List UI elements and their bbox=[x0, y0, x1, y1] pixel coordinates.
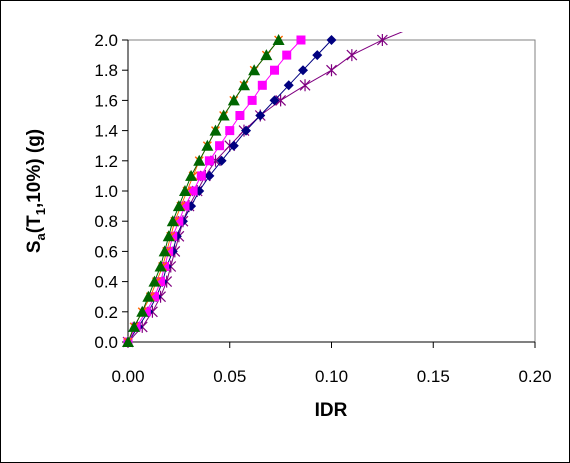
data-point bbox=[204, 170, 215, 181]
data-point bbox=[326, 35, 337, 45]
y-tick-label: 1.8 bbox=[94, 61, 118, 80]
y-tick-label: 1.4 bbox=[94, 122, 118, 141]
data-point bbox=[283, 80, 294, 91]
data-point bbox=[269, 95, 280, 106]
data-point bbox=[178, 185, 191, 196]
data-point bbox=[225, 126, 235, 136]
data-point bbox=[149, 292, 159, 302]
data-point bbox=[270, 65, 280, 75]
y-tick-label: 0.0 bbox=[94, 333, 118, 352]
data-point bbox=[128, 320, 141, 332]
data-point bbox=[282, 50, 292, 60]
data-point bbox=[196, 171, 206, 181]
data-point bbox=[215, 141, 225, 151]
y-tick-label: 1.0 bbox=[94, 182, 118, 201]
data-point bbox=[257, 80, 267, 90]
data-point bbox=[299, 79, 311, 92]
data-point bbox=[326, 64, 337, 77]
data-point bbox=[248, 64, 261, 76]
y-axis-title: Sa(T1,10%) (g) bbox=[24, 129, 48, 253]
data-point bbox=[166, 215, 179, 227]
data-point bbox=[174, 216, 184, 226]
data-point bbox=[201, 139, 214, 151]
data-point bbox=[122, 336, 134, 347]
data-point bbox=[260, 49, 273, 61]
series-layer bbox=[122, 32, 404, 348]
data-point bbox=[296, 35, 306, 45]
data-point bbox=[209, 124, 222, 136]
data-point bbox=[241, 125, 252, 136]
x-tick-label: 0.00 bbox=[111, 367, 144, 386]
x-tick-label: 0.15 bbox=[417, 367, 450, 386]
data-point bbox=[217, 109, 230, 121]
data-point bbox=[160, 262, 170, 271]
data-point bbox=[216, 155, 227, 166]
data-point bbox=[154, 260, 167, 272]
data-point bbox=[193, 154, 206, 166]
data-point bbox=[162, 230, 175, 242]
y-tick-label: 0.2 bbox=[94, 303, 118, 322]
data-point bbox=[188, 186, 198, 196]
data-point bbox=[376, 34, 388, 46]
x-tick-label: 0.20 bbox=[518, 367, 551, 386]
y-tick-label: 0.6 bbox=[94, 242, 118, 261]
data-point bbox=[141, 307, 151, 317]
y-tick-label: 1.2 bbox=[94, 152, 118, 171]
data-point bbox=[168, 231, 178, 241]
x-axis-title: IDR bbox=[315, 400, 348, 421]
data-point bbox=[235, 111, 245, 120]
data-point bbox=[228, 140, 239, 151]
data-point bbox=[148, 275, 161, 287]
series-triangle bbox=[122, 34, 285, 347]
y-tick-label: 0.4 bbox=[94, 273, 118, 292]
data-point bbox=[237, 79, 250, 91]
x-tick-label: 0.10 bbox=[315, 367, 348, 386]
y-tick-label: 0.8 bbox=[94, 212, 118, 231]
data-point bbox=[156, 277, 166, 287]
data-point bbox=[180, 201, 190, 211]
data-point bbox=[142, 290, 155, 302]
data-point bbox=[298, 65, 309, 76]
y-tick-label: 2.0 bbox=[94, 31, 118, 50]
data-point bbox=[272, 34, 285, 45]
data-point bbox=[204, 156, 214, 166]
data-point bbox=[158, 245, 171, 257]
data-point bbox=[185, 169, 198, 181]
y-tick-label: 1.6 bbox=[94, 91, 118, 110]
data-point bbox=[164, 246, 174, 256]
data-point bbox=[136, 305, 149, 317]
data-point bbox=[247, 95, 257, 105]
x-tick-label: 0.05 bbox=[213, 367, 246, 386]
data-point bbox=[172, 200, 185, 212]
tick-labels: 0.0 0.2 0.4 0.6 0.8 1.0 1.2 1.4 1.6 1.8 2.0 0.00 0.0… bbox=[94, 31, 551, 386]
data-point bbox=[255, 110, 266, 121]
data-point bbox=[227, 94, 240, 106]
data-point bbox=[346, 49, 358, 62]
data-point bbox=[312, 50, 323, 61]
